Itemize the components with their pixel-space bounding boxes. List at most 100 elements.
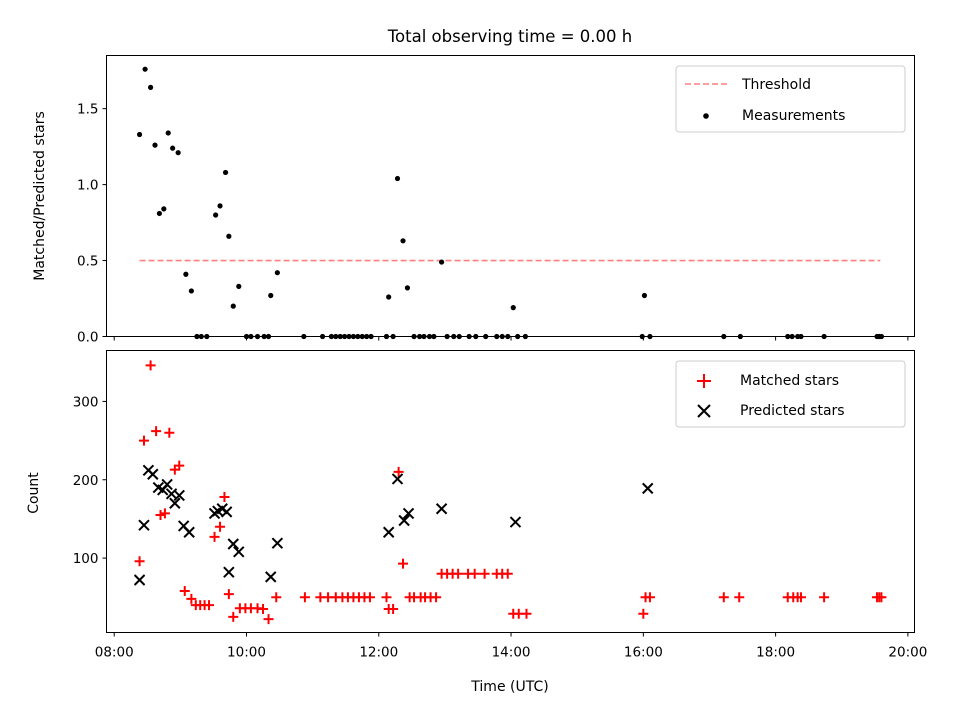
matched-star-point: [263, 614, 274, 625]
matched-star-point: [388, 604, 399, 614]
measurement-point: [147, 84, 154, 90]
predicted-star-point: [169, 497, 181, 509]
top-panel: 0.0 0.5 1.0 1.5 Matched/Predicted stars Thr…: [32, 55, 915, 346]
matched-star-point: [453, 568, 464, 579]
measurement-point: [404, 285, 411, 291]
measurement-point: [222, 169, 229, 176]
legend-measurements-swatch: [703, 113, 709, 119]
x-tick-label: 20:00: [888, 645, 927, 661]
predicted-star-point: [173, 489, 185, 502]
matched-star-point: [164, 427, 175, 438]
matched-star-point: [179, 585, 190, 596]
measurement-point: [400, 238, 406, 244]
predicted-star-point: [147, 468, 159, 480]
matched-star-point: [795, 592, 806, 603]
matched-star-point: [174, 460, 185, 471]
predicted-star-point: [402, 507, 415, 520]
matched-star-point: [521, 608, 532, 619]
matched-star-point: [151, 426, 162, 437]
bottom-panel: 08:00 10:00 12:00 14:00 16:00 18:00 20:00 100 20…: [26, 350, 928, 695]
matched-star-point: [431, 592, 442, 603]
predicted-star-point: [382, 526, 395, 538]
top-y-tick-label: 0.5: [77, 254, 98, 270]
matched-star-point: [145, 360, 156, 371]
x-tick-label: 14:00: [492, 645, 531, 661]
matched-star-point: [209, 531, 220, 542]
top-y-axis-label: Matched/Predicted stars: [32, 111, 48, 281]
top-y-tick-label: 1.0: [77, 178, 98, 194]
predicted-star-point: [161, 478, 173, 491]
measurement-point: [213, 212, 219, 218]
predicted-star-point: [133, 574, 146, 586]
top-axes-frame: [106, 55, 915, 337]
predicted-star-point: [398, 514, 410, 527]
predicted-star-point: [509, 516, 522, 528]
legend-threshold-label: Threshold: [741, 77, 811, 93]
measurement-point: [165, 130, 171, 136]
matched-star-point: [155, 510, 166, 520]
matched-star-point: [215, 521, 226, 532]
bottom-y-axis-label: Count: [26, 472, 42, 514]
predicted-star-point: [435, 503, 448, 515]
matched-star-point: [734, 592, 745, 603]
measurement-point: [439, 259, 445, 265]
matched-star-point: [819, 592, 830, 603]
matched-star-point: [258, 604, 269, 614]
matched-star-point: [393, 466, 404, 477]
x-tick-label: 16:00: [624, 645, 663, 661]
bottom-legend: Matched stars Predicted stars: [675, 360, 906, 428]
matched-star-point: [469, 568, 480, 579]
top-legend: Threshold Measurements: [675, 65, 906, 133]
chart-title: Total observing time = 0.00 h: [387, 27, 632, 46]
top-y-tick-label: 1.5: [77, 102, 98, 118]
measurement-point: [274, 270, 280, 276]
x-tick-label: 18:00: [756, 645, 795, 661]
predicted-star-point: [227, 538, 239, 550]
x-tick-label: 12:00: [359, 645, 398, 661]
bottom-axes-frame: [106, 350, 915, 633]
bottom-tick-layer: 08:00 10:00 12:00 14:00 16:00 18:00 20:00 100 20…: [73, 394, 928, 660]
measurement-point: [394, 175, 401, 182]
matched-star-point: [159, 508, 170, 519]
matched-star-point: [876, 592, 887, 603]
bottom-y-tick-label: 300: [73, 394, 99, 410]
matched-star-point: [134, 556, 145, 567]
measurement-point: [226, 233, 232, 239]
bottom-y-tick-label: 200: [73, 473, 99, 489]
legend-predicted-swatch: [697, 404, 711, 418]
measurement-point: [268, 292, 274, 299]
predicted-star-point: [220, 506, 233, 518]
predicted-star-point: [138, 519, 150, 531]
measurement-point: [161, 206, 167, 212]
predicted-star-point: [233, 546, 245, 558]
matched-star-point: [398, 558, 409, 569]
matched-star-point: [138, 435, 149, 446]
x-tick-label: 08:00: [95, 645, 134, 661]
legend-matched-swatch: [697, 374, 711, 388]
measurement-point: [152, 142, 158, 148]
measurement-point: [386, 294, 392, 300]
matched-star-point: [271, 592, 282, 603]
measurement-point: [156, 210, 163, 217]
bottom-legend-box: [675, 360, 906, 428]
top-y-tick-label: 0.0: [77, 330, 98, 346]
measurement-point: [183, 271, 189, 277]
top-tick-layer: 0.0 0.5 1.0 1.5: [77, 102, 909, 346]
measurement-point: [136, 131, 143, 138]
top-legend-box: [675, 65, 906, 133]
matched-star-point: [364, 592, 375, 603]
predicted-star-point: [391, 473, 404, 485]
matched-star-point: [381, 592, 392, 603]
predicted-star-point: [265, 571, 277, 583]
predicted-star-point: [183, 526, 195, 538]
measurement-point: [510, 305, 516, 311]
matched-star-point: [228, 611, 239, 622]
x-axis-label: Time (UTC): [470, 679, 548, 695]
measurement-point: [170, 145, 176, 151]
predicted-star-point: [223, 566, 235, 578]
predicted-star-point: [271, 537, 284, 549]
bottom-series-layer: [133, 360, 887, 625]
measurement-point: [641, 292, 648, 299]
legend-measurements-label: Measurements: [742, 108, 845, 124]
